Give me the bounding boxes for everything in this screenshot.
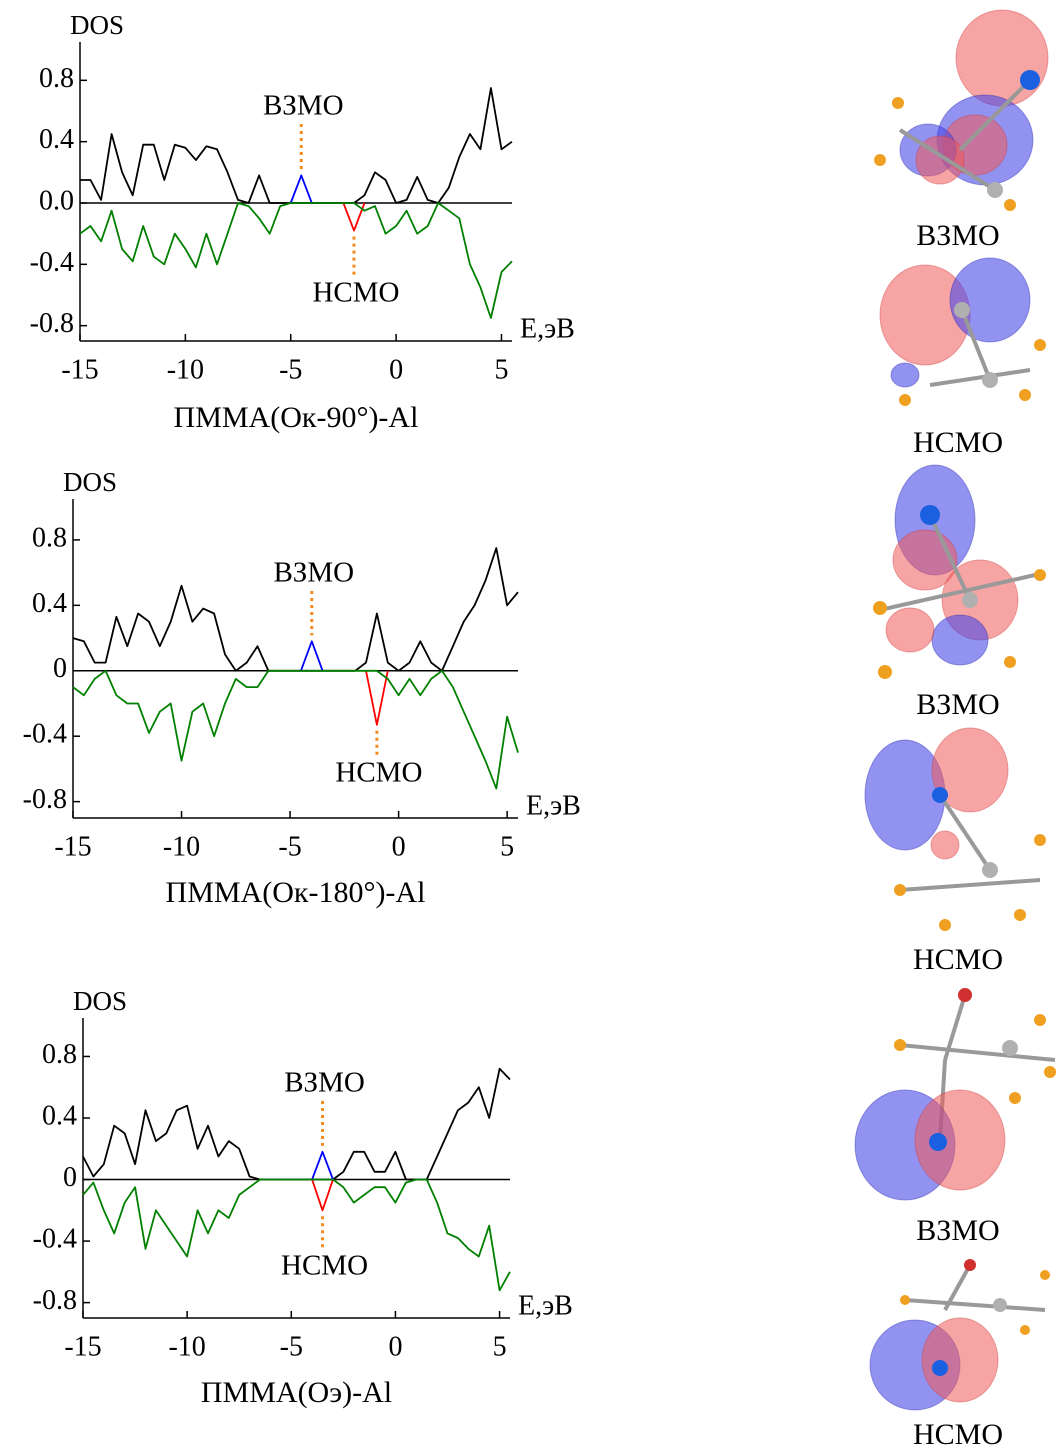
orbital-1: [874, 9, 1049, 211]
y-tick-label: 0: [53, 653, 67, 684]
x-tick-label: 5: [494, 354, 508, 385]
y-tick-label: -0.4: [23, 719, 67, 750]
dos-line: [289, 174, 313, 204]
x-tick-label: 5: [500, 831, 514, 862]
orbital-4: [864, 727, 1046, 931]
x-tick-label: -5: [278, 831, 301, 862]
x-tick-label: -5: [280, 1331, 303, 1362]
x-axis-label: E,эВ: [526, 790, 581, 821]
orbital-label: НСМО: [913, 943, 1003, 976]
dos-line: [82, 1178, 511, 1292]
orbital-label: НСМО: [913, 1418, 1003, 1451]
y-tick-label: 0.4: [42, 1100, 77, 1131]
y-tick-label: 0.4: [39, 124, 74, 155]
y-tick-label: -0.8: [30, 308, 74, 339]
chart-caption: ПММА(Oк-180°)-Al: [166, 876, 426, 909]
x-tick-label: 0: [392, 831, 406, 862]
annotation: НСМО: [312, 277, 399, 309]
chart-caption: ПММА(Oк-90°)-Al: [174, 401, 419, 434]
x-tick-label: -10: [163, 831, 200, 862]
y-axis-label: DOS: [73, 986, 127, 1016]
orbital-3: [873, 464, 1046, 679]
orbital-label: ВЗМО: [916, 688, 999, 721]
x-tick-label: -15: [54, 831, 91, 862]
dos-line: [300, 640, 324, 672]
dos-line: [311, 1179, 334, 1212]
x-tick-label: 0: [389, 354, 403, 385]
dos-line: [365, 670, 389, 726]
annotation: ВЗМО: [284, 1067, 365, 1099]
orbital-label: ВЗМО: [916, 219, 999, 252]
orbital-images: [854, 9, 1056, 1411]
x-tick-label: 5: [493, 1331, 507, 1362]
y-tick-label: 0.8: [32, 522, 67, 553]
y-axis-label: DOS: [63, 467, 117, 497]
x-axis-label: E,эВ: [518, 1290, 573, 1321]
x-tick-label: -5: [279, 354, 302, 385]
x-tick-label: -15: [61, 354, 98, 385]
orbital-5: [854, 988, 1056, 1201]
annotation: НСМО: [281, 1250, 368, 1282]
x-tick-label: -10: [167, 354, 204, 385]
orbital-label: НСМО: [913, 426, 1003, 459]
y-axis-label: DOS: [70, 10, 124, 40]
y-tick-label: 0.8: [39, 63, 74, 94]
y-tick-label: 0.8: [42, 1039, 77, 1070]
orbital-2: [879, 257, 1046, 406]
x-tick-label: -15: [64, 1331, 101, 1362]
y-tick-label: -0.8: [23, 784, 67, 815]
y-tick-label: -0.4: [33, 1223, 77, 1254]
x-axis-label: E,эВ: [520, 313, 575, 344]
y-tick-label: 0: [63, 1162, 77, 1193]
orbital-label: ВЗМО: [916, 1214, 999, 1247]
annotation: НСМО: [335, 757, 422, 789]
annotation: ВЗМО: [273, 557, 354, 589]
annotation: ВЗМО: [263, 90, 344, 122]
dos-line: [72, 669, 519, 790]
x-tick-label: 0: [388, 1331, 402, 1362]
dos-line: [79, 202, 513, 319]
x-tick-label: -10: [168, 1331, 205, 1362]
y-tick-label: 0.0: [39, 185, 74, 216]
chart-caption: ПММА(Oэ)-Al: [201, 1376, 392, 1409]
dos-line: [342, 202, 366, 232]
orbital-6: [869, 1259, 1050, 1411]
dos-line: [311, 1150, 334, 1180]
y-tick-label: 0.4: [32, 588, 67, 619]
y-tick-label: -0.4: [30, 247, 74, 278]
y-tick-label: -0.8: [33, 1285, 77, 1316]
